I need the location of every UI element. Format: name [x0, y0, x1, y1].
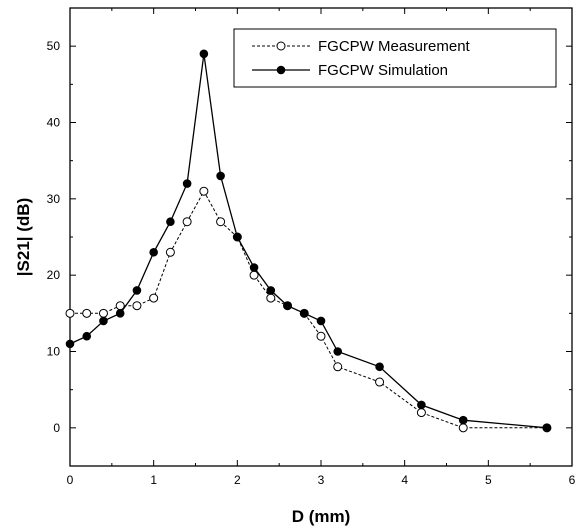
x-tick-label: 0 — [67, 473, 74, 487]
data-point — [82, 331, 92, 341]
series-line — [70, 190, 547, 429]
data-point — [316, 316, 326, 326]
y-tick-label: 40 — [47, 116, 61, 130]
legend-box — [233, 28, 557, 88]
legend: FGCPW Measurement FGCPW Simulation — [233, 28, 557, 88]
axis-ticks: 0 1 2 3 4 5 6 0 10 20 30 40 50 — [47, 7, 576, 487]
x-tick-label: 1 — [150, 473, 157, 487]
series-measurement — [65, 186, 552, 433]
x-axis-title: D (mm) — [292, 507, 351, 526]
y-tick-label: 50 — [47, 39, 61, 53]
data-point — [216, 217, 226, 227]
series-simulation — [65, 49, 552, 433]
x-tick-label: 3 — [318, 473, 325, 487]
data-point — [458, 415, 468, 425]
y-tick-label: 0 — [53, 421, 60, 435]
data-point — [199, 186, 209, 196]
data-point — [417, 400, 426, 410]
x-tick-label: 2 — [234, 473, 241, 487]
data-point — [266, 286, 276, 295]
series-layer — [65, 49, 552, 433]
data-point — [65, 339, 75, 349]
data-point — [375, 362, 384, 372]
data-point — [115, 309, 125, 318]
data-point — [82, 308, 92, 318]
data-point — [299, 309, 309, 318]
x-tick-label: 4 — [401, 473, 408, 487]
series-line — [69, 53, 547, 429]
data-point — [149, 293, 159, 303]
data-point — [316, 331, 326, 341]
y-tick-label: 20 — [47, 268, 61, 282]
legend-measurement-marker — [276, 41, 286, 51]
data-point — [65, 308, 75, 318]
data-point — [199, 49, 209, 59]
data-point — [216, 171, 225, 181]
data-point — [132, 286, 142, 295]
x-tick-label: 6 — [569, 473, 576, 487]
data-point — [375, 377, 385, 387]
data-point — [333, 347, 343, 356]
y-tick-label: 10 — [47, 345, 61, 359]
data-point — [166, 217, 175, 227]
data-point — [333, 362, 343, 372]
y-axis-title: |S21| (dB) — [14, 198, 33, 276]
data-point — [98, 308, 108, 318]
legend-simulation-marker — [276, 65, 286, 75]
data-point — [416, 408, 426, 418]
data-point — [542, 423, 552, 433]
data-point — [165, 247, 175, 257]
data-point — [182, 217, 192, 227]
data-point — [132, 301, 142, 311]
data-point — [266, 293, 276, 303]
legend-measurement-label: FGCPW Measurement — [318, 38, 471, 55]
data-point — [233, 232, 242, 242]
data-point — [458, 423, 468, 433]
data-point — [182, 179, 192, 188]
data-point — [99, 316, 108, 326]
y-tick-label: 30 — [47, 192, 61, 206]
data-point — [149, 247, 158, 257]
x-tick-label: 5 — [485, 473, 492, 487]
data-point — [249, 263, 259, 272]
data-point — [283, 301, 292, 311]
legend-simulation-label: FGCPW Simulation — [318, 62, 448, 79]
